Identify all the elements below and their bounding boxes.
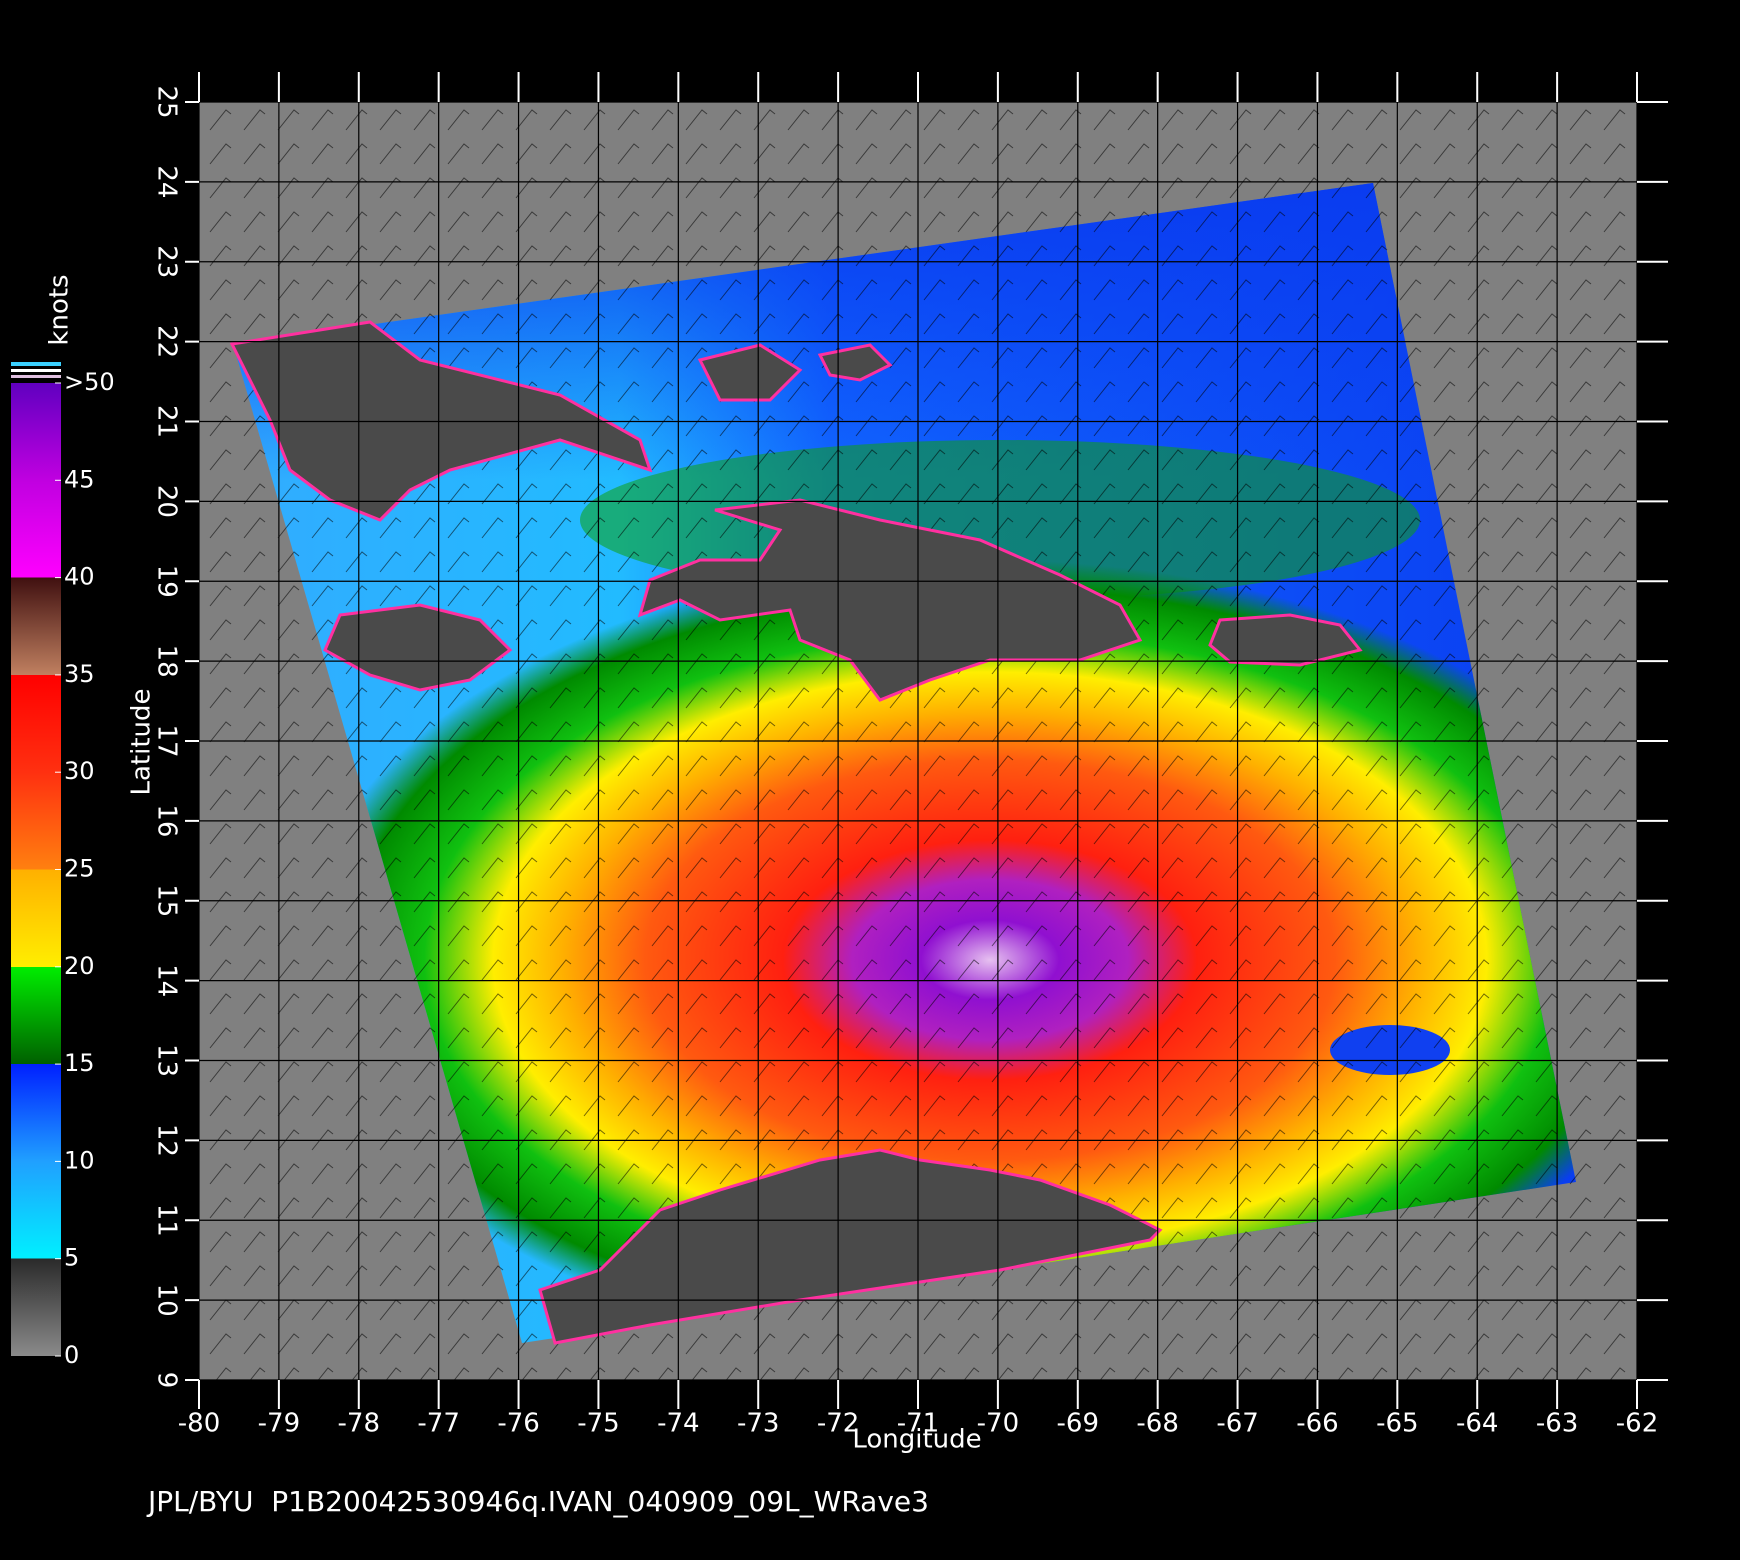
- colorbar-tick-label: 20: [64, 952, 95, 980]
- colorbar-tick-label: 30: [64, 757, 95, 785]
- colorbar-tick-label: >50: [64, 368, 115, 396]
- x-axis-title: Longitude: [852, 1425, 981, 1455]
- x-tick-label: -68: [1136, 1409, 1178, 1439]
- colorbar-tick-label: 35: [64, 660, 95, 688]
- ticks: -80 -79 -78 -77 -76 -75 -74 -73 -72 -71 -70 -69 -68 -…: [152, 72, 1668, 1439]
- y-tick-label: 19: [152, 565, 182, 598]
- y-tick-label: 22: [152, 325, 182, 358]
- y-axis-title: Latitude: [127, 688, 157, 795]
- colorbar-tick-label: 15: [64, 1049, 95, 1077]
- y-tick-label: 20: [152, 485, 182, 518]
- x-tick-label: -80: [178, 1409, 220, 1439]
- x-tick-label: -63: [1536, 1409, 1578, 1439]
- colorbar-cap: [11, 375, 61, 378]
- colorbar-tick-label: 5: [64, 1244, 79, 1272]
- y-tick-label: 21: [152, 405, 182, 438]
- x-tick-label: -74: [657, 1409, 699, 1439]
- y-tick-label: 13: [152, 1044, 182, 1077]
- y-tick-label: 25: [152, 85, 182, 118]
- y-tick-label: 11: [152, 1204, 182, 1237]
- y-tick-label: 9: [152, 1372, 182, 1389]
- colorbar-tick-label: 40: [64, 563, 95, 591]
- x-tick-label: -75: [577, 1409, 619, 1439]
- x-tick-label: -79: [258, 1409, 300, 1439]
- y-tick-label: 10: [152, 1284, 182, 1317]
- x-tick-label: -73: [737, 1409, 779, 1439]
- colorbar-tick-label: 0: [64, 1341, 79, 1369]
- y-tick-label: 15: [152, 884, 182, 917]
- x-tick-label: -71: [897, 1409, 939, 1439]
- y-tick-label: 23: [152, 245, 182, 278]
- colorbar-tick-label: 10: [64, 1146, 95, 1174]
- x-tick-label: -65: [1376, 1409, 1418, 1439]
- x-tick-label: -72: [817, 1409, 859, 1439]
- x-tick-label: -62: [1616, 1409, 1658, 1439]
- colorbar-tick-label: 25: [64, 855, 95, 883]
- y-tick-label: 24: [152, 165, 182, 198]
- x-tick-label: -78: [338, 1409, 380, 1439]
- y-tick-label: 12: [152, 1124, 182, 1157]
- colorbar-cap: [11, 369, 61, 372]
- footer: JPL/BYU P1B20042530946q.IVAN_040909_09L_…: [146, 1485, 929, 1518]
- x-tick-label: -69: [1057, 1409, 1099, 1439]
- x-tick-label: -77: [417, 1409, 459, 1439]
- colorbar-label: knots: [45, 274, 75, 345]
- colorbar-cap: [11, 362, 61, 366]
- x-tick-label: -67: [1216, 1409, 1258, 1439]
- grid: [198, 101, 1638, 1381]
- colorbar: [11, 383, 61, 1356]
- x-tick-label: -76: [497, 1409, 539, 1439]
- x-tick-label: -66: [1296, 1409, 1338, 1439]
- y-tick-label: 16: [152, 804, 182, 837]
- colorbar-tick-label: 45: [64, 465, 95, 493]
- x-tick-label: -64: [1456, 1409, 1498, 1439]
- y-tick-label: 18: [152, 645, 182, 678]
- y-tick-label: 17: [152, 724, 182, 757]
- colorbar-ticks: 0 5 10 15 20 25 30 35 40 45 >50: [55, 368, 115, 1369]
- y-tick-label: 14: [152, 964, 182, 997]
- x-tick-label: -70: [977, 1409, 1019, 1439]
